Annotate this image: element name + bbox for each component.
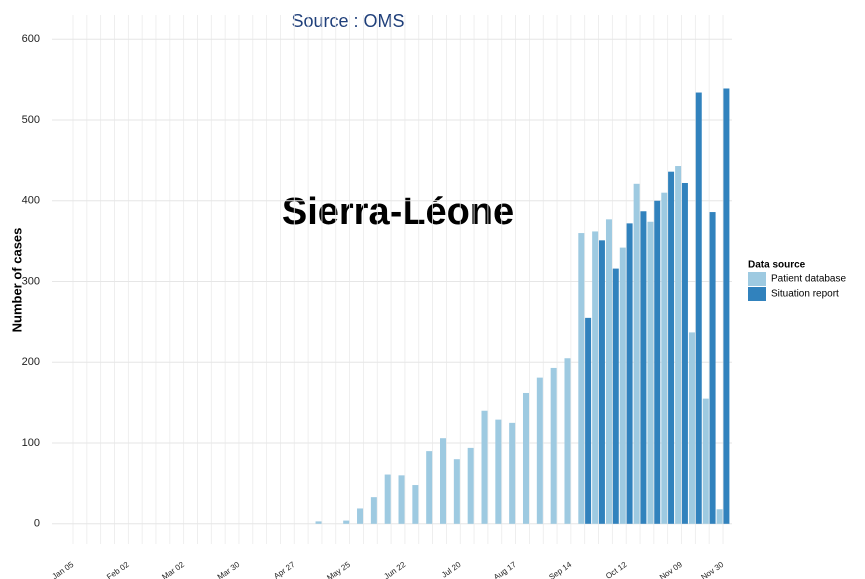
x-tick-label: Nov 30 [699, 560, 725, 579]
bar [619, 247, 626, 524]
y-tick-label: 0 [34, 518, 40, 530]
legend-swatch [748, 272, 766, 286]
y-tick-label: 100 [22, 437, 40, 449]
x-tick-label: Jun 22 [382, 560, 407, 579]
bar [640, 211, 647, 524]
bar [509, 422, 516, 524]
bar [716, 509, 723, 524]
bar [550, 367, 557, 524]
x-tick-label: Nov 09 [658, 560, 684, 579]
grid [52, 15, 732, 544]
bar [661, 192, 668, 524]
bar [578, 233, 585, 524]
bar [598, 240, 605, 524]
x-tick-label: Oct 12 [604, 560, 629, 579]
bar [481, 410, 488, 524]
bar [343, 520, 350, 524]
legend-swatch [748, 287, 766, 301]
x-tick-label: May 25 [325, 560, 352, 579]
y-tick-label: 600 [22, 33, 40, 45]
bar [633, 183, 640, 524]
bar [522, 392, 529, 524]
bar [592, 231, 599, 524]
bar [605, 219, 612, 524]
bar [585, 317, 592, 524]
bar [626, 223, 633, 524]
bar [384, 474, 391, 524]
y-tick-label: 200 [22, 356, 40, 368]
bar [709, 212, 716, 524]
x-tick-label: Jan 05 [51, 560, 76, 579]
bar [688, 332, 695, 524]
bar [453, 459, 460, 524]
x-tick-label: Aug 17 [492, 560, 518, 579]
bar [440, 438, 447, 524]
bar [370, 497, 377, 524]
y-tick-label: 300 [22, 275, 40, 287]
legend-label: Situation report [771, 289, 839, 300]
bar [357, 508, 364, 524]
bar [612, 268, 619, 524]
bar [315, 521, 322, 524]
bar [681, 182, 688, 524]
x-tick-label: Jul 20 [440, 560, 463, 579]
bar [398, 475, 405, 524]
legend-label: Patient database [771, 274, 846, 285]
legend-title: Data source [748, 260, 806, 271]
bar [647, 221, 654, 524]
bar [723, 88, 730, 524]
bar [564, 358, 571, 524]
bar [675, 166, 682, 524]
bar [654, 200, 661, 524]
bar [495, 419, 502, 524]
y-tick-label: 500 [22, 114, 40, 126]
bar [536, 377, 543, 524]
y-tick-label: 400 [22, 195, 40, 207]
x-tick-label: Mar 02 [160, 560, 186, 579]
x-tick-label: Feb 02 [105, 560, 131, 579]
x-tick-label: Sep 14 [547, 560, 573, 579]
x-tick-label: Mar 30 [216, 560, 242, 579]
chart-title: Source : OMS [291, 11, 404, 31]
bar [702, 398, 709, 524]
annotation: Sierra-Léone [282, 191, 514, 233]
bar [668, 171, 675, 524]
bar [467, 447, 474, 524]
x-tick-label: Apr 27 [272, 560, 297, 579]
y-axis-label: Number of cases [9, 228, 24, 333]
bar [695, 92, 702, 524]
bar [426, 451, 433, 524]
bar [412, 485, 419, 524]
